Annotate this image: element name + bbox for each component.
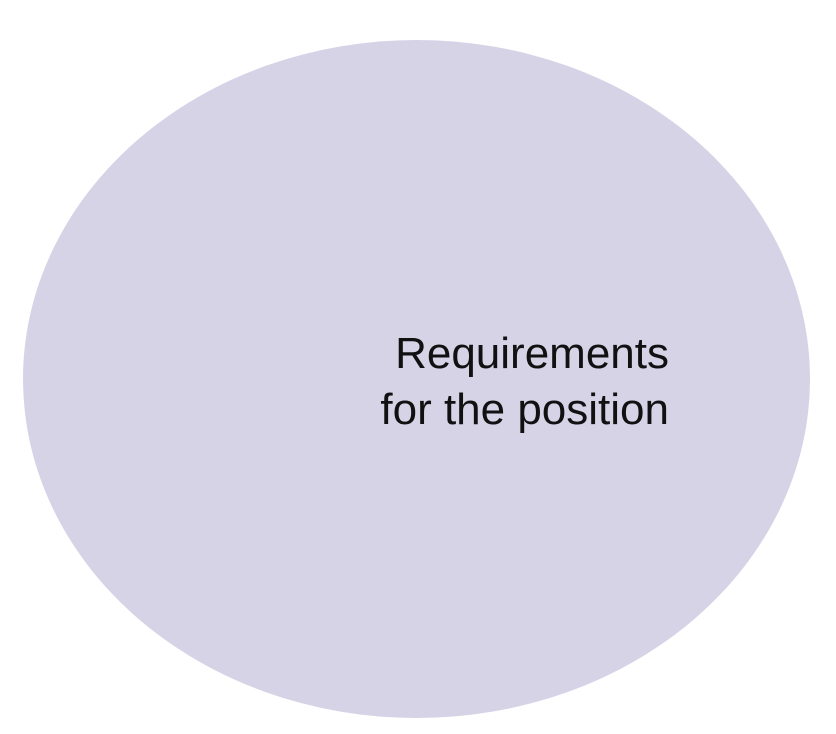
requirements-ellipse [23,40,810,718]
label-line-1: Requirements [395,329,669,378]
label-line-2: for the position [380,385,669,434]
ellipse-label: Requirements for the position [300,326,669,438]
